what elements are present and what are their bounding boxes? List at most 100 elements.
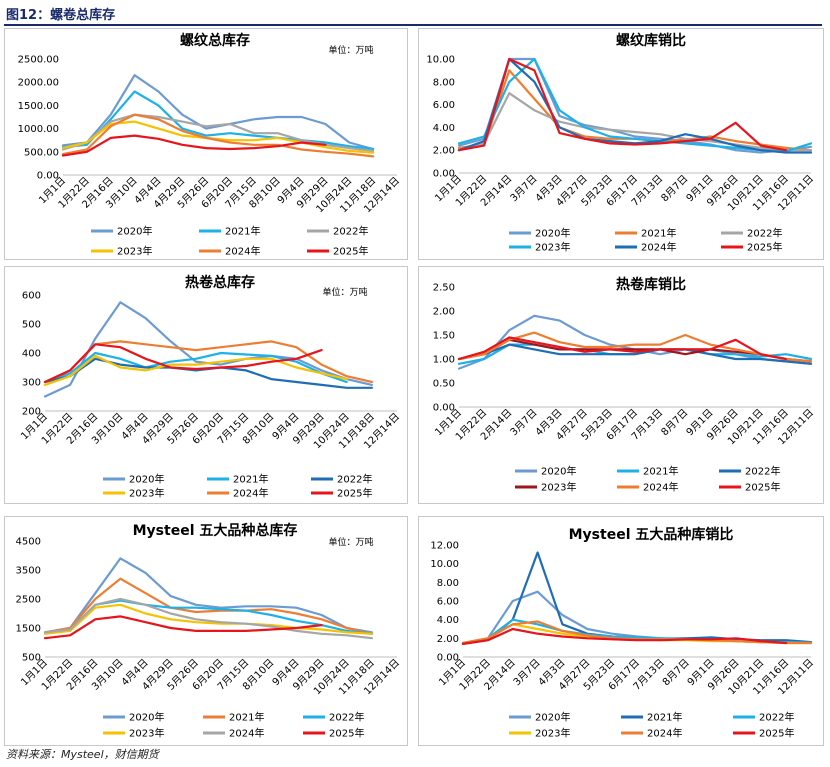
chart-hrc-ratio: 热卷库销比0.000.501.001.502.002.501月1日1月22日2月… (432, 276, 816, 494)
legend-label: 2024年 (225, 245, 260, 258)
panel-five-stock: Mysteel 五大品种总库存 单位：万吨 500 1500 2500 3500 4500 1… (4, 516, 408, 746)
legend-label: 2024年 (647, 727, 682, 740)
y-tick-label: 1500.00 (18, 101, 59, 112)
series-line-2020年 (461, 590, 813, 645)
series-line-2025年 (457, 336, 787, 361)
y-tick-label: 12.00 (430, 541, 459, 552)
series-line-2025年 (43, 615, 323, 640)
y-tick-label: 500 (22, 320, 41, 331)
figure-title: 图12：螺卷总库存 (6, 8, 116, 23)
legend-label: 2022年 (745, 465, 780, 478)
y-tick-label: 10.00 (426, 55, 455, 66)
legend-label: 2022年 (329, 711, 364, 724)
y-tick-label: 2500 (16, 595, 41, 606)
y-tick-label: 200 (22, 407, 41, 418)
x-tick-label: 3月7日 (508, 173, 540, 205)
legend-label: 2023年 (117, 245, 152, 258)
series-line-2025年 (457, 57, 787, 152)
chart-title: Mysteel 五大品种总库存 (133, 522, 298, 539)
y-tick-label: 300 (22, 378, 41, 389)
panel-hrc-ratio: 热卷库销比 0.00 0.50 1.00 1.50 2.00 2.50 1月1日 1月22日 2月… (418, 266, 824, 504)
y-tick-label: 8.00 (433, 77, 455, 88)
y-tick-label: 0.00 (37, 171, 59, 182)
chart-title: 热卷库销比 (616, 276, 686, 293)
legend-label: 2024年 (643, 481, 678, 494)
y-tick-label: 2.00 (433, 307, 455, 318)
y-tick-label: 2.00 (433, 146, 455, 157)
legend-label: 2023年 (535, 241, 570, 254)
legend-label: 2021年 (643, 465, 678, 478)
y-tick-label: 4.00 (433, 123, 455, 134)
legend-label: 2025年 (329, 727, 364, 740)
y-tick-label: 2500.00 (18, 55, 59, 66)
legend-label: 2023年 (129, 487, 164, 500)
chart-title: Mysteel 五大品种库销比 (569, 526, 734, 543)
panel-rebar-ratio: 螺纹库销比 0.00 2.00 4.00 6.00 8.00 10.00 1月1日 1月22日 2… (418, 28, 824, 260)
series-line-2025年 (461, 627, 788, 646)
series-line-2023年 (43, 354, 348, 387)
legend-label: 2020年 (541, 465, 576, 478)
legend-label: 2020年 (535, 227, 570, 240)
y-tick-label: 400 (22, 349, 41, 360)
y-tick-label: 4500 (16, 537, 41, 548)
panel-rebar-stock: 螺纹总库存 单位：万吨 0.00 500.00 1000.00 1500.00 2000.0… (4, 28, 408, 260)
chart-unit: 单位：万吨 (322, 286, 367, 298)
y-tick-label: 6.00 (433, 100, 455, 111)
y-tick-label: 500 (22, 653, 41, 664)
chart-title: 螺纹总库存 (180, 32, 250, 49)
legend-label: 2022年 (337, 473, 372, 486)
y-tick-label: 0.00 (433, 169, 455, 180)
y-tick-label: 600 (22, 291, 41, 302)
chart-title: 热卷总库存 (185, 274, 255, 291)
legend-label: 2024年 (229, 727, 264, 740)
legend-label: 2022年 (747, 227, 782, 240)
chart-rebar-ratio: 螺纹库销比0.002.004.006.008.0010.001月1日1月22日2… (426, 32, 816, 254)
series-line-2024年 (61, 113, 375, 158)
series-line-2023年 (43, 603, 373, 635)
y-tick-label: 3500 (16, 566, 41, 577)
legend-label: 2022年 (759, 711, 794, 724)
series-line-2024年 (43, 340, 373, 384)
x-tick-label: 8月7日 (659, 173, 691, 205)
series-line-2020年 (43, 557, 373, 634)
chart-title: 螺纹库销比 (616, 32, 686, 49)
series-line-2025年 (43, 343, 323, 384)
x-tick-label: 8月7日 (659, 407, 691, 439)
legend-label: 2025年 (747, 241, 782, 254)
title-rule (4, 24, 822, 26)
chart-five-ratio: Mysteel 五大品种库销比 0.00 2.00 4.00 6.00 8.00 10.00… (430, 526, 816, 740)
legend-label: 2025年 (337, 487, 372, 500)
legend-label: 2024年 (641, 241, 676, 254)
y-tick-label: 8.00 (437, 578, 459, 589)
legend-label: 2020年 (117, 225, 152, 238)
y-tick-label: 2.00 (437, 634, 459, 645)
legend-label: 2025年 (333, 245, 368, 258)
legend-label: 2020年 (535, 711, 570, 724)
y-tick-label: 1000.00 (18, 124, 59, 135)
panel-five-ratio: Mysteel 五大品种库销比 0.00 2.00 4.00 6.00 8.00 10.00… (418, 516, 824, 746)
x-tick-label: 3月7日 (511, 657, 543, 689)
panel-hrc-stock: 热卷总库存 单位：万吨 200 300 400 500 600 1月1日 1月22日 2月16日 3… (4, 266, 408, 504)
series-line-2025年 (61, 134, 327, 157)
chart-unit: 单位：万吨 (328, 44, 373, 56)
series-line-2022年 (457, 92, 813, 152)
series-line-2024年 (457, 331, 813, 363)
chart-hrc-stock: 热卷总库存单位：万吨2003004005006001月1日1月22日2月16日3… (18, 274, 402, 500)
y-tick-label: 0.00 (433, 403, 455, 414)
legend-label: 2021年 (229, 711, 264, 724)
legend-label: 2021年 (641, 227, 676, 240)
y-tick-label: 1.00 (433, 355, 455, 366)
legend-label: 2020年 (129, 711, 164, 724)
series-line-2020年 (457, 57, 813, 154)
y-tick-label: 6.00 (437, 597, 459, 608)
chart-unit: 单位：万吨 (328, 536, 373, 548)
series-line-2024年 (43, 597, 373, 640)
legend-label: 2021年 (225, 225, 260, 238)
y-tick-label: 0.50 (433, 379, 455, 390)
source-note: 资料来源：Mysteel，财信期货 (6, 748, 159, 761)
legend-label: 2023年 (535, 727, 570, 740)
series-line-2020年 (457, 314, 813, 370)
y-tick-label: 0.00 (437, 653, 459, 664)
x-tick-label: 3月7日 (508, 407, 540, 439)
legend-label: 2025年 (759, 727, 794, 740)
